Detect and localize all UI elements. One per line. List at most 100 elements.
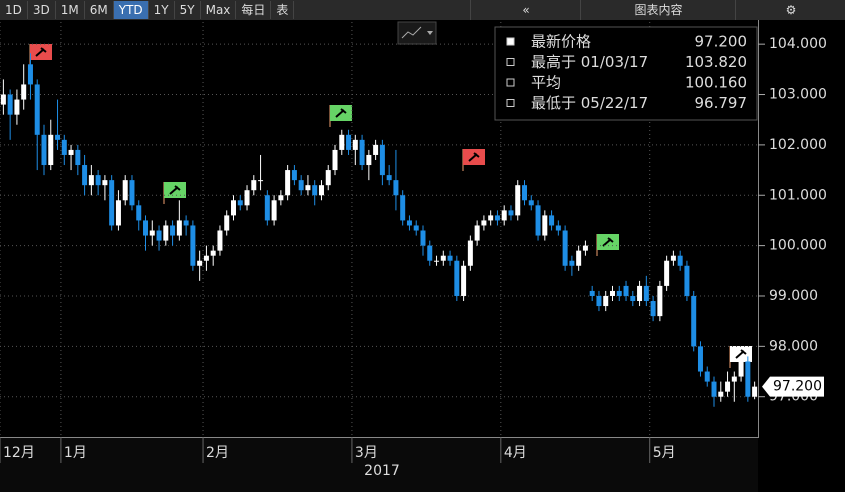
toolbar-button[interactable]: 3D xyxy=(28,1,56,19)
info-icon xyxy=(506,58,515,66)
candle-body xyxy=(454,260,460,296)
candle-body xyxy=(339,134,345,150)
candle-body xyxy=(318,185,324,196)
candle-body xyxy=(704,371,710,382)
toolbar-button[interactable]: 1Y xyxy=(149,1,175,19)
candle-body xyxy=(582,245,588,251)
candle-body xyxy=(528,200,534,206)
toolbar-button[interactable]: 每日 xyxy=(236,1,272,19)
candle-body xyxy=(224,215,230,231)
candle-body xyxy=(115,200,121,226)
candle-body xyxy=(731,376,737,382)
candle-body xyxy=(244,190,250,206)
candle-body xyxy=(542,215,548,236)
candle-body xyxy=(312,185,318,196)
candle-body xyxy=(61,139,67,155)
x-axis-bg xyxy=(0,438,758,492)
y-tick-label: 100.000 xyxy=(769,238,827,254)
toolbar-right-button[interactable]: 图表内容 xyxy=(580,0,736,20)
info-icon xyxy=(506,37,515,46)
candle-body xyxy=(413,225,419,231)
toolbar-button[interactable]: 5Y xyxy=(175,1,201,19)
toolbar-button[interactable]: YTD xyxy=(113,1,149,19)
candle-body xyxy=(0,94,6,105)
x-tick-label: 5月 xyxy=(653,445,676,461)
toolbar-button[interactable]: 6M xyxy=(85,1,114,19)
candle-body xyxy=(27,64,33,85)
info-icon xyxy=(506,78,515,87)
candle-body xyxy=(427,245,433,261)
candle-body xyxy=(176,220,182,236)
candle-body xyxy=(163,225,169,241)
candle-body xyxy=(305,185,311,191)
info-label: 平均 xyxy=(531,74,561,92)
toolbar-right-button[interactable]: ⚙ xyxy=(735,0,845,20)
candle-body xyxy=(237,200,243,206)
candle-body xyxy=(143,220,149,236)
candle-body xyxy=(129,180,135,206)
candle-body xyxy=(725,381,731,392)
candle-body xyxy=(230,200,236,216)
candle-body xyxy=(630,295,636,302)
info-value: 103.820 xyxy=(685,53,747,71)
x-tick-label: 3月 xyxy=(355,445,378,461)
candle-body xyxy=(41,134,47,166)
info-label: 最新价格 xyxy=(531,33,591,51)
candle-body xyxy=(346,134,352,150)
y-tick-label: 103.000 xyxy=(769,87,827,103)
candle-body xyxy=(494,215,500,221)
candle-body xyxy=(373,144,379,155)
candle-body xyxy=(122,180,128,201)
candle-body xyxy=(549,215,555,226)
y-tick-label: 101.000 xyxy=(769,187,827,203)
candle-body xyxy=(752,386,758,397)
candle-body xyxy=(217,230,223,251)
info-value: 100.160 xyxy=(685,74,747,92)
candle-body xyxy=(82,165,88,186)
candle-body xyxy=(609,290,615,296)
candle-body xyxy=(576,250,582,266)
candle-body xyxy=(332,149,338,171)
x-tick-label: 2月 xyxy=(206,445,229,461)
chart-type-icon[interactable] xyxy=(397,21,437,45)
candle-body xyxy=(278,195,284,201)
candle-body xyxy=(393,180,399,196)
candle-body xyxy=(684,265,690,296)
candle-body xyxy=(406,220,412,226)
info-label: 最低于 05/22/17 xyxy=(531,94,648,112)
candle-body xyxy=(711,381,717,397)
candle-body xyxy=(501,210,507,221)
y-tick-label: 104.000 xyxy=(769,36,827,52)
toolbar-button[interactable]: 1D xyxy=(0,1,28,19)
candle-body xyxy=(664,260,670,286)
y-tick-label: 98.000 xyxy=(769,338,818,354)
candle-body xyxy=(379,144,385,176)
candle-body xyxy=(102,180,108,186)
candle-body xyxy=(400,195,406,221)
toolbar-button[interactable]: 表 xyxy=(271,1,295,19)
candle-body xyxy=(420,230,426,246)
candle-body xyxy=(14,99,20,115)
price-tag-label: 97.200 xyxy=(773,379,822,395)
candle-body xyxy=(718,391,724,397)
toolbar-button[interactable]: 1M xyxy=(56,1,85,19)
candle-body xyxy=(677,255,683,266)
candle-body xyxy=(386,175,392,181)
candle-body xyxy=(616,290,622,296)
y-tick-label: 102.000 xyxy=(769,137,827,153)
candle-body xyxy=(264,195,270,221)
candle-body xyxy=(555,225,561,231)
toolbar-right-button[interactable]: « xyxy=(470,0,581,20)
pattern-flags xyxy=(29,44,752,368)
candle-body xyxy=(657,285,663,317)
candle-body xyxy=(522,185,528,201)
candle-body xyxy=(271,200,277,221)
candle-body xyxy=(197,260,203,266)
candle-body xyxy=(697,346,703,372)
toolbar-button[interactable]: Max xyxy=(201,1,237,19)
candle-body xyxy=(434,260,440,262)
info-value: 96.797 xyxy=(695,94,748,112)
info-label: 最高于 01/03/17 xyxy=(531,53,648,71)
candle-body xyxy=(325,170,331,186)
